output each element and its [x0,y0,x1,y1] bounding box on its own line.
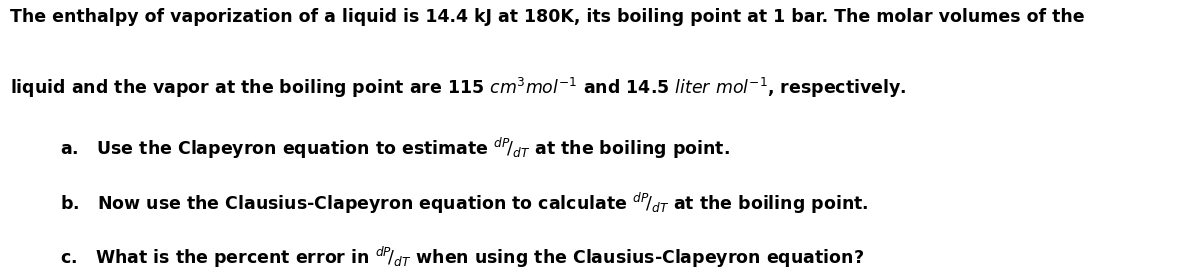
Text: liquid and the vapor at the boiling point are 115 $\mathit{cm}^3\mathit{mol}^{-1: liquid and the vapor at the boiling poin… [10,76,906,100]
Text: b.   Now use the Clausius-Clapeyron equation to calculate $^{dP}\!/_{dT}$ at the: b. Now use the Clausius-Clapeyron equati… [60,190,869,216]
Text: c.   What is the percent error in $^{dP}\!/_{dT}$ when using the Clausius-Clapey: c. What is the percent error in $^{dP}\!… [60,245,864,270]
Text: a.   Use the Clapeyron equation to estimate $^{dP}\!/_{dT}$ at the boiling point: a. Use the Clapeyron equation to estimat… [60,136,730,161]
Text: The enthalpy of vaporization of a liquid is 14.4 kJ at 180K, its boiling point a: The enthalpy of vaporization of a liquid… [10,8,1085,26]
